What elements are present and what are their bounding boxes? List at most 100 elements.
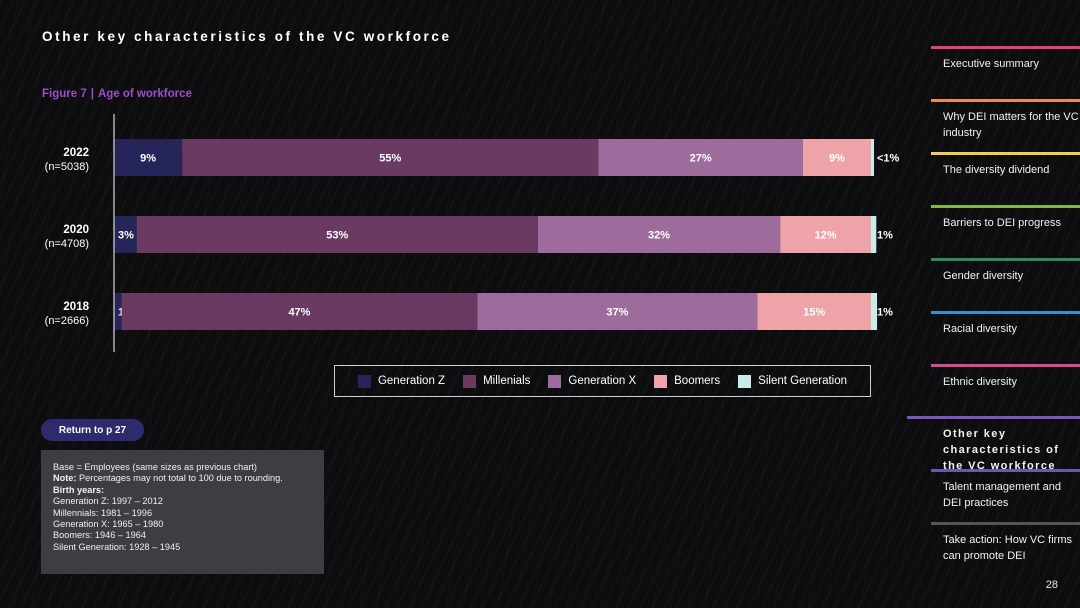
nav-item[interactable]: Racial diversity [931,311,1080,361]
nav-item[interactable]: The diversity dividend [931,152,1080,202]
bar-segment [121,293,478,330]
notes-birth-year-item: Millennials: 1981 – 1996 [53,507,153,518]
chart-notes-box: Base = Employees (same sizes as previous… [41,450,324,574]
nav-item-label: Ethnic diversity [943,376,1017,388]
notes-birth-years-label: Birth years: [53,484,105,495]
data-label: 1% [877,230,893,242]
nav-item-color-bar [931,205,1080,208]
category-sublabel: (n=4708) [45,238,89,250]
bar-segment [871,216,877,253]
legend-item: Generation X [548,374,637,388]
legend-swatch [357,374,371,388]
legend-label: Generation Z [377,375,446,387]
bar-segment [757,293,871,330]
nav-item-label: Other key characteristics of the VC work… [943,428,1060,472]
chart-legend: Generation Z Millenials Generation X Boomer… [334,365,871,397]
nav-item-color-bar [931,152,1080,155]
nav-item-color-bar [931,311,1080,314]
data-label: 32% [648,230,670,242]
data-label: 55% [379,153,401,165]
data-label: 12% [815,230,837,242]
nav-item[interactable]: Gender diversity [931,258,1080,308]
nav-item-color-bar [931,99,1080,102]
legend-label: Millenials [483,375,531,387]
nav-item[interactable]: Why DEI matters for the VC industry [931,99,1080,149]
bar-segment [136,216,538,253]
category-sublabel: (n=2666) [45,315,89,327]
notes-note-label: Note: [53,473,77,484]
category-label: 2018 [63,301,89,313]
nav-item-label: Executive summary [943,58,1039,70]
nav-item-color-bar [931,364,1080,367]
nav-item-label: Why DEI matters for the VC industry [943,111,1079,139]
nav-item-label: Talent management and DEI practices [943,481,1062,509]
data-label: 3% [118,230,134,242]
data-label: <1% [877,153,900,165]
bar-segment [114,139,183,176]
stacked-bar-chart: 9% 55% 27% 9% <1% 2022 (n=5038) 3% 53% 32% 12% 1% 20… [45,114,900,352]
category-sublabel: (n=5038) [45,161,89,173]
bar-segment [182,139,599,176]
legend-item: Boomers [654,374,721,388]
bar-segment [477,293,758,330]
data-label: 47% [288,307,310,319]
bar-segment [598,139,803,176]
legend-swatch [738,374,752,388]
nav-item-color-bar [931,258,1080,261]
notes-birth-year-item: Boomers: 1946 – 1964 [53,530,146,541]
nav-item-label: Take action: How VC firms can promote DE… [943,534,1072,562]
nav-item[interactable]: Executive summary [931,46,1080,96]
data-label: 53% [326,230,348,242]
nav-item[interactable]: Ethnic diversity [931,364,1080,414]
bar-segment [537,216,781,253]
legend-label: Silent Generation [758,375,848,387]
legend-item: Millenials [463,374,531,388]
data-label: 15% [803,307,825,319]
category-label: 2022 [63,147,89,159]
figure-separator: | [90,88,94,100]
figure-caption: Age of workforce [97,88,192,100]
data-label: 9% [829,153,845,165]
bar-segment [114,216,137,253]
legend-label: Generation X [568,375,637,387]
nav-item-color-bar [931,469,1080,472]
data-label: 27% [690,153,712,165]
page-number: 28 [1045,579,1058,591]
figure-number: Figure 7 [42,88,87,100]
notes-birth-year-item: Generation X: 1965 – 1980 [53,519,164,530]
data-label: 1% [877,307,893,319]
bar-segment [802,139,871,176]
nav-item[interactable]: Other key characteristics of the VC work… [907,416,1080,472]
nav-item-color-bar [931,46,1080,49]
bar-segment [114,293,122,330]
notes-birth-year-item: Generation Z: 1997 – 2012 [53,496,163,507]
nav-item[interactable]: Barriers to DEI progress [931,205,1080,255]
notes-birth-year-item: Silent Generation: 1928 – 1945 [53,541,181,552]
notes-rounding: Note: Percentages may not total to 100 d… [53,473,312,484]
legend-swatch [548,374,562,388]
figure-label: Figure 7 | Age of workforce [42,88,192,100]
nav-item[interactable]: Talent management and DEI practices [931,469,1080,519]
nav-item-label: Gender diversity [943,270,1024,282]
nav-item-color-bar [931,522,1080,525]
legend-swatch [654,374,668,388]
data-label: 37% [606,307,628,319]
nav-item-label: The diversity dividend [943,164,1050,176]
nav-item[interactable]: Take action: How VC firms can promote DE… [931,522,1080,572]
legend-label: Boomers [674,375,721,387]
nav-item-label: Racial diversity [943,323,1017,335]
return-to-page-button[interactable]: Return to p 27 [41,419,144,441]
category-label: 2020 [63,224,89,236]
bar-segment [871,293,878,330]
nav-item-label: Barriers to DEI progress [943,217,1061,229]
nav-item-color-bar [907,416,1080,419]
legend-item: Silent Generation [738,374,848,388]
legend-swatch [463,374,477,388]
page-title: Other key characteristics of the VC work… [42,29,452,44]
data-label: 9% [140,153,156,165]
notes-base: Base = Employees (same sizes as previous… [53,462,257,472]
bar-segment [780,216,871,253]
bar-segment [871,139,875,176]
legend-item: Generation Z [357,374,446,388]
notes-note-text: Percentages may not total to 100 due to … [76,473,283,484]
